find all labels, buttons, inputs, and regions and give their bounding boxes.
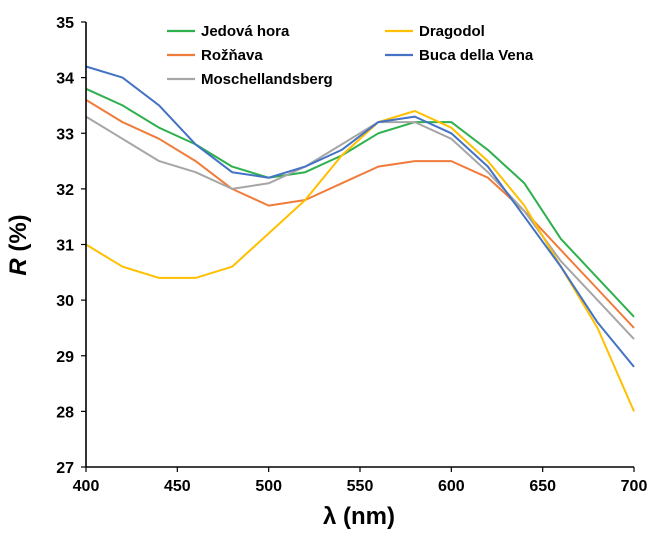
x-tick-label: 500 bbox=[255, 478, 282, 495]
legend: Jedová hora Rožňava Moschellandsberg Dragod… bbox=[167, 23, 534, 88]
x-tick-label: 600 bbox=[438, 478, 465, 495]
legend-item-1: Jedová hora bbox=[167, 23, 290, 40]
y-tick-label: 29 bbox=[56, 349, 74, 366]
x-tick-label: 450 bbox=[164, 478, 191, 495]
x-tick-label: 650 bbox=[529, 478, 556, 495]
y-tick-label: 33 bbox=[56, 126, 74, 143]
y-tick-label: 35 bbox=[56, 15, 74, 32]
legend-item-5: Buca della Vena bbox=[385, 47, 534, 64]
legend-item-2: Rožňava bbox=[167, 47, 263, 64]
series-line-4 bbox=[85, 110, 635, 412]
series-lines bbox=[85, 65, 635, 412]
legend-label: Rožňava bbox=[201, 47, 263, 64]
axis-ticks: 27 28 29 30 31 32 33 34 35 400 450 500 550 600 650 700 bbox=[56, 15, 647, 495]
y-tick-label: 34 bbox=[56, 71, 74, 88]
y-axis-title-unit: (%) bbox=[5, 214, 32, 258]
y-tick-label: 27 bbox=[56, 460, 74, 477]
y-axis-title-symbol: R bbox=[5, 258, 32, 276]
y-tick-label: 32 bbox=[56, 182, 74, 199]
x-tick-label: 550 bbox=[347, 478, 374, 495]
legend-label: Moschellandsberg bbox=[201, 71, 333, 88]
axes bbox=[85, 22, 634, 468]
legend-item-4: Dragodol bbox=[385, 23, 485, 40]
x-tick-label: 400 bbox=[73, 478, 100, 495]
legend-label: Buca della Vena bbox=[419, 47, 534, 64]
series-line-3 bbox=[85, 115, 635, 340]
series-line-1 bbox=[85, 87, 635, 318]
legend-label: Jedová hora bbox=[201, 23, 290, 40]
y-tick-label: 28 bbox=[56, 404, 74, 421]
y-tick-label: 31 bbox=[56, 238, 74, 255]
x-tick-label: 700 bbox=[621, 478, 648, 495]
y-axis-title: R (%) bbox=[5, 214, 32, 275]
series-line-5 bbox=[85, 65, 635, 368]
y-tick-label: 30 bbox=[56, 293, 74, 310]
legend-item-3: Moschellandsberg bbox=[167, 71, 333, 88]
legend-label: Dragodol bbox=[419, 23, 485, 40]
series-line-2 bbox=[85, 99, 635, 329]
x-axis-title: λ (nm) bbox=[323, 503, 395, 530]
